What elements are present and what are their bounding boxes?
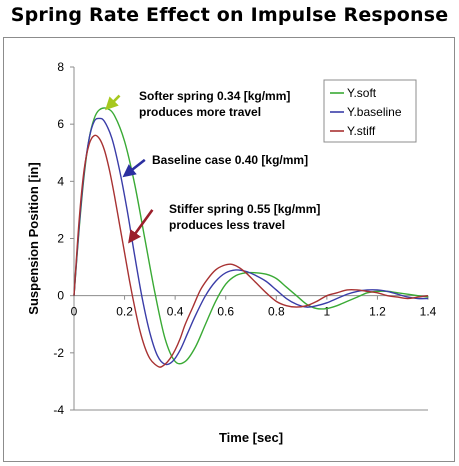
annotation-text: produces more travel	[139, 105, 261, 119]
annotation-text: Baseline case 0.40 [kg/mm]	[152, 153, 308, 167]
annotation-text: produces less travel	[169, 218, 285, 232]
x-tick-label: 0.8	[268, 305, 285, 319]
page-title: Spring Rate Effect on Impulse Response	[10, 4, 449, 26]
y-tick-label: 2	[57, 232, 64, 246]
annotation-text: Stiffer spring 0.55 [kg/mm]	[169, 202, 320, 216]
annotation-text: Softer spring 0.34 [kg/mm]	[139, 89, 290, 103]
y-tick-label: 8	[57, 60, 64, 74]
x-tick-label: 1.4	[420, 305, 437, 319]
x-tick-label: 1	[324, 305, 331, 319]
x-tick-label: 0.6	[217, 305, 234, 319]
y-tick-label: -2	[53, 346, 64, 360]
legend-entry: Y.soft	[347, 86, 377, 100]
chart-frame: -4 -2 0 2 4 6 8 0 0.2 0.4 0.6 0.8 1 1.2 1.4 Softer spr…	[3, 37, 455, 462]
x-axis-label: Time [sec]	[219, 430, 283, 445]
legend-entry: Y.baseline	[347, 105, 402, 119]
series-line-y-stiff	[73, 134, 429, 368]
y-axis-label: Suspension Position [in]	[26, 162, 41, 314]
x-tick-label: 0.4	[167, 305, 184, 319]
annotation-arrow	[128, 209, 154, 244]
x-tick-label: 0	[71, 305, 78, 319]
annotation-arrow	[105, 94, 121, 111]
annotation-arrow	[122, 158, 146, 178]
x-tick-label: 1.2	[369, 305, 386, 319]
series-line-y-baseline	[73, 117, 429, 366]
legend-entry: Y.stiff	[347, 124, 376, 138]
chart-plot: -4 -2 0 2 4 6 8 0 0.2 0.4 0.6 0.8 1 1.2 1.4 Softer spr…	[26, 60, 437, 445]
y-tick-label: 6	[57, 117, 64, 131]
y-tick-label: 4	[57, 174, 64, 188]
y-tick-label: 0	[57, 289, 64, 303]
y-tick-label: -4	[53, 403, 64, 417]
series-line-y-soft	[73, 107, 429, 365]
x-tick-label: 0.2	[116, 305, 133, 319]
